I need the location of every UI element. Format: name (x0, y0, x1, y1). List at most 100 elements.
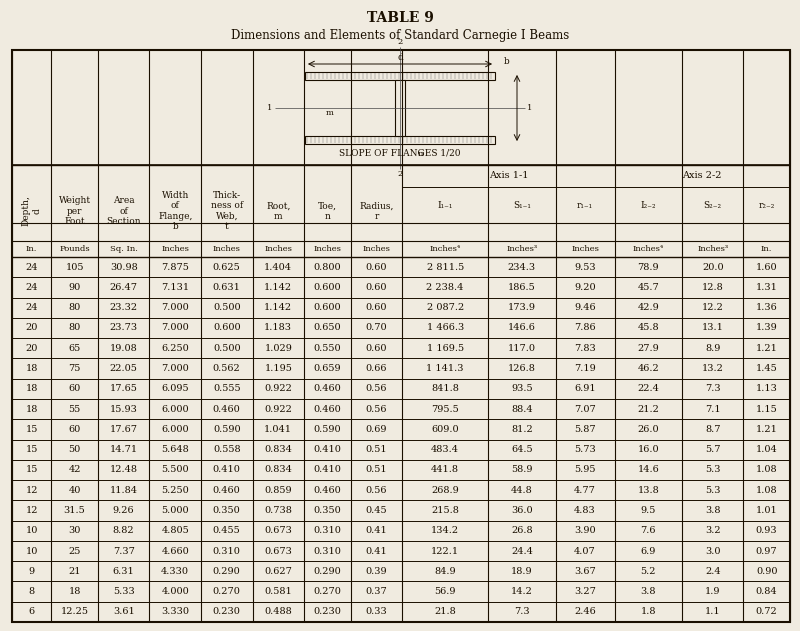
Text: 0.455: 0.455 (213, 526, 241, 535)
Text: 5.95: 5.95 (574, 466, 596, 475)
Text: 5.648: 5.648 (162, 445, 189, 454)
Text: 1.142: 1.142 (264, 283, 292, 292)
Text: 0.650: 0.650 (314, 324, 341, 333)
Text: 0.600: 0.600 (314, 303, 341, 312)
Text: S₁₋₁: S₁₋₁ (513, 201, 531, 209)
Text: 0.350: 0.350 (314, 506, 342, 515)
Text: 2.4: 2.4 (705, 567, 721, 576)
Text: 0.84: 0.84 (756, 587, 778, 596)
Text: 50: 50 (69, 445, 81, 454)
Text: 0.460: 0.460 (314, 486, 342, 495)
Text: 0.410: 0.410 (314, 466, 342, 475)
Text: 441.8: 441.8 (431, 466, 459, 475)
Text: n: n (418, 150, 422, 158)
Text: 0.410: 0.410 (213, 466, 241, 475)
Text: 0.922: 0.922 (264, 384, 292, 393)
Text: 23.73: 23.73 (110, 324, 138, 333)
Text: 1.1: 1.1 (705, 608, 721, 616)
Text: 0.625: 0.625 (213, 262, 241, 271)
Text: 0.631: 0.631 (213, 283, 241, 292)
Text: 122.1: 122.1 (431, 546, 459, 555)
Text: 80: 80 (69, 303, 81, 312)
Text: 1.8: 1.8 (641, 608, 656, 616)
Text: 186.5: 186.5 (508, 283, 536, 292)
Text: 0.558: 0.558 (213, 445, 241, 454)
Text: 58.9: 58.9 (511, 466, 533, 475)
Text: 18: 18 (68, 587, 81, 596)
Text: 0.66: 0.66 (366, 364, 387, 373)
Text: 0.590: 0.590 (213, 425, 241, 434)
Text: 2.46: 2.46 (574, 608, 596, 616)
Text: 13.8: 13.8 (638, 486, 659, 495)
Text: 268.9: 268.9 (431, 486, 459, 495)
Text: 5.7: 5.7 (705, 445, 721, 454)
Text: Sq. In.: Sq. In. (110, 245, 138, 253)
Text: b: b (504, 57, 510, 66)
Text: 8.82: 8.82 (113, 526, 134, 535)
Text: 126.8: 126.8 (508, 364, 536, 373)
Text: 21: 21 (68, 567, 81, 576)
Text: 22.05: 22.05 (110, 364, 138, 373)
Text: 12.48: 12.48 (110, 466, 138, 475)
Text: 0.500: 0.500 (213, 344, 241, 353)
Text: 64.5: 64.5 (511, 445, 533, 454)
Text: 0.290: 0.290 (213, 567, 241, 576)
Text: 9.46: 9.46 (574, 303, 596, 312)
Text: 5.500: 5.500 (162, 466, 189, 475)
Text: 1.04: 1.04 (756, 445, 778, 454)
Text: 0.60: 0.60 (366, 303, 387, 312)
Text: 19.08: 19.08 (110, 344, 138, 353)
Text: 30: 30 (68, 526, 81, 535)
Text: 7.3: 7.3 (514, 608, 530, 616)
Text: 1.041: 1.041 (264, 425, 292, 434)
Text: 0.627: 0.627 (264, 567, 292, 576)
Text: 75: 75 (68, 364, 81, 373)
Text: 6.000: 6.000 (162, 425, 189, 434)
Text: Inches: Inches (162, 245, 189, 253)
Text: 0.56: 0.56 (366, 404, 387, 413)
Text: Inches⁴: Inches⁴ (633, 245, 664, 253)
Text: 4.805: 4.805 (162, 526, 189, 535)
Text: 0.69: 0.69 (366, 425, 387, 434)
Text: 0.800: 0.800 (314, 262, 341, 271)
Text: 0.51: 0.51 (366, 445, 387, 454)
Text: 11.84: 11.84 (110, 486, 138, 495)
Text: 1.9: 1.9 (705, 587, 721, 596)
Text: 5.87: 5.87 (574, 425, 596, 434)
Text: 0.56: 0.56 (366, 384, 387, 393)
Text: Inches: Inches (213, 245, 241, 253)
Text: 1.195: 1.195 (264, 364, 292, 373)
Text: 42: 42 (68, 466, 81, 475)
Text: 483.4: 483.4 (431, 445, 459, 454)
Text: Inches: Inches (362, 245, 390, 253)
Text: 1 466.3: 1 466.3 (426, 324, 464, 333)
Text: 18: 18 (26, 364, 38, 373)
Text: r₁₋₁: r₁₋₁ (577, 201, 593, 209)
Text: Area
of
Section: Area of Section (106, 196, 141, 226)
Text: 117.0: 117.0 (508, 344, 536, 353)
Text: 1.21: 1.21 (756, 425, 778, 434)
Text: Root,
m: Root, m (266, 201, 290, 221)
Text: 7.6: 7.6 (641, 526, 656, 535)
Text: 0.230: 0.230 (213, 608, 241, 616)
Text: 9.53: 9.53 (574, 262, 596, 271)
Text: 20: 20 (26, 344, 38, 353)
Text: 7.000: 7.000 (162, 364, 189, 373)
Text: 18: 18 (26, 404, 38, 413)
Text: Depth,
d: Depth, d (22, 196, 42, 227)
Text: 1: 1 (527, 104, 533, 112)
Text: 20.0: 20.0 (702, 262, 723, 271)
Text: 16.0: 16.0 (638, 445, 659, 454)
Text: 0.460: 0.460 (314, 404, 342, 413)
Text: 0.500: 0.500 (213, 303, 241, 312)
Text: Radius,
r: Radius, r (359, 201, 394, 221)
Text: 7.3: 7.3 (705, 384, 721, 393)
Text: 2: 2 (398, 170, 402, 178)
Text: 93.5: 93.5 (511, 384, 533, 393)
Text: 795.5: 795.5 (431, 404, 459, 413)
Text: 3.67: 3.67 (574, 567, 596, 576)
Text: 9.26: 9.26 (113, 506, 134, 515)
Text: 3.27: 3.27 (574, 587, 596, 596)
Text: 1.029: 1.029 (264, 344, 292, 353)
Text: 1 169.5: 1 169.5 (426, 344, 464, 353)
